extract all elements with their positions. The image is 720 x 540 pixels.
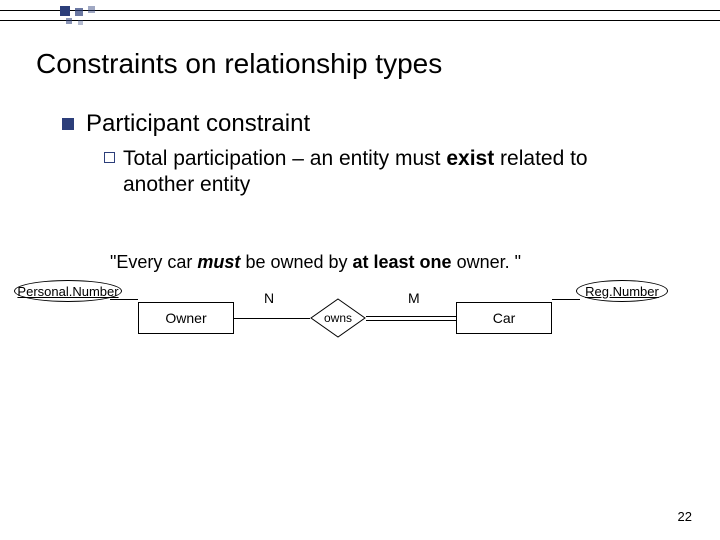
- entity-right-label: Car: [493, 310, 516, 326]
- top-line-1: [0, 10, 720, 11]
- decor-square: [78, 20, 83, 25]
- decor-square: [88, 6, 95, 13]
- top-line-2: [0, 20, 720, 21]
- conn-attrL-owner: [110, 299, 138, 300]
- quote-p2: be owned by: [240, 252, 352, 272]
- relationship-label: owns: [310, 298, 366, 338]
- attr-left-label: Personal.Number: [17, 284, 118, 299]
- bullet2-prefix: Total participation – an entity must: [123, 147, 446, 170]
- relationship-owns: owns: [310, 298, 366, 338]
- quote-p3: owner. ": [452, 252, 521, 272]
- bullet-hollow-icon: [104, 152, 115, 163]
- bullet-square-icon: [62, 118, 74, 130]
- cardinality-n: N: [264, 290, 274, 306]
- er-diagram: Personal.Number Owner N owns M Car Reg.N…: [0, 278, 720, 368]
- quote-b2: at least one: [353, 252, 452, 272]
- bullet2-bold: exist: [446, 147, 494, 170]
- attribute-personal-number: Personal.Number: [14, 280, 122, 302]
- attr-right-label: Reg.Number: [585, 284, 659, 299]
- entity-car: Car: [456, 302, 552, 334]
- bullet1-text: Participant constraint: [86, 110, 310, 138]
- quote-b1: must: [197, 252, 240, 272]
- conn-owns-car-line1: [366, 316, 456, 317]
- conn-car-attrR: [552, 299, 580, 300]
- conn-owner-owns: [234, 318, 310, 319]
- slide-title: Constraints on relationship types: [36, 48, 442, 80]
- entity-left-label: Owner: [165, 310, 206, 326]
- page-number: 22: [678, 509, 692, 524]
- conn-owns-car-line2: [366, 320, 456, 321]
- attribute-reg-number: Reg.Number: [576, 280, 668, 302]
- example-sentence: "Every car must be owned by at least one…: [110, 252, 521, 273]
- decor-square: [66, 18, 72, 24]
- decor-square: [75, 8, 83, 16]
- bullet-level-2: Total participation – an entity must exi…: [104, 146, 664, 199]
- cardinality-m: M: [408, 290, 420, 306]
- bullet2-text: Total participation – an entity must exi…: [123, 146, 664, 199]
- top-decorative-bar: [0, 6, 720, 24]
- bullet-level-1: Participant constraint: [62, 110, 310, 138]
- quote-p1: "Every car: [110, 252, 197, 272]
- entity-owner: Owner: [138, 302, 234, 334]
- decor-square: [60, 6, 70, 16]
